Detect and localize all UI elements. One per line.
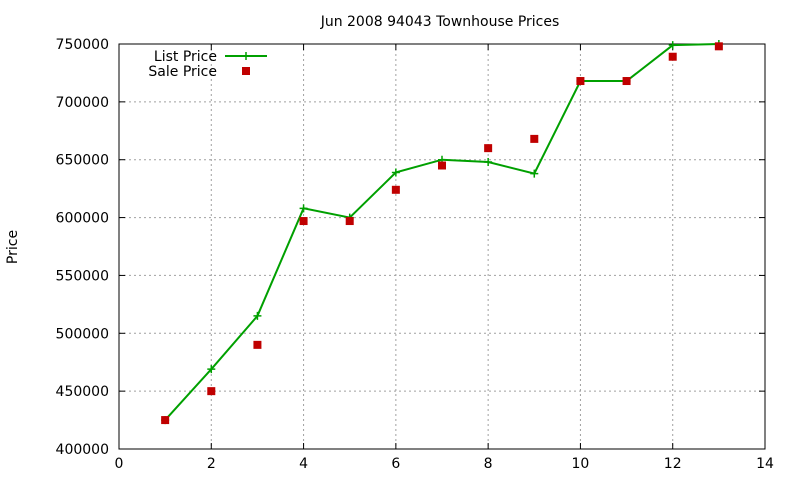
x-tick-label: 2 — [207, 456, 216, 472]
data-point — [668, 52, 677, 61]
y-tick-label: 650000 — [56, 153, 109, 169]
y-tick-label: 550000 — [56, 268, 109, 284]
data-point — [391, 185, 400, 194]
legend-label: Sale Price — [148, 64, 217, 80]
data-point — [299, 204, 308, 213]
y-tick-label: 450000 — [56, 384, 109, 400]
x-tick-label: 14 — [756, 456, 774, 472]
legend-marker — [242, 67, 250, 75]
y-tick-label: 750000 — [56, 37, 109, 53]
data-point — [484, 144, 493, 153]
data-point — [576, 77, 585, 86]
grid-lines — [119, 44, 765, 449]
x-tick-label: 10 — [572, 456, 590, 472]
legend-label: List Price — [154, 49, 217, 65]
x-tick-label: 0 — [115, 456, 124, 472]
data-point — [253, 311, 262, 320]
legend-marker — [242, 52, 250, 60]
data-point — [438, 161, 446, 170]
series-sale-price — [161, 42, 723, 425]
data-point — [207, 365, 216, 374]
data-point — [253, 340, 262, 349]
x-tick-label: 6 — [391, 456, 400, 472]
data-point — [161, 416, 170, 425]
y-axis: 400000 450000 500000 550000 600000 650000 7000… — [56, 37, 765, 458]
data-point — [345, 217, 354, 226]
data-point — [484, 158, 493, 167]
series-layer — [161, 40, 723, 425]
x-axis: 0 2 4 6 8 10 12 14 — [115, 44, 774, 472]
series-line — [164, 43, 719, 421]
data-point — [299, 217, 308, 226]
chart-title: Jun 2008 94043 Townhouse Prices — [320, 14, 560, 30]
x-tick-label: 4 — [299, 456, 308, 472]
data-point — [530, 134, 539, 143]
y-tick-label: 400000 — [56, 442, 109, 458]
data-point — [668, 41, 677, 50]
y-tick-label: 700000 — [56, 95, 109, 111]
data-point — [207, 387, 216, 396]
y-axis-label: Price — [5, 230, 21, 264]
data-point — [622, 77, 631, 86]
y-tick-label: 600000 — [56, 211, 109, 227]
y-tick-label: 500000 — [56, 326, 109, 342]
x-tick-label: 12 — [664, 456, 682, 472]
x-tick-label: 8 — [484, 456, 493, 472]
data-point — [714, 42, 723, 51]
plot-frame — [118, 43, 766, 450]
data-point — [391, 168, 400, 177]
data-point — [530, 169, 539, 178]
series-list-price — [161, 40, 723, 425]
